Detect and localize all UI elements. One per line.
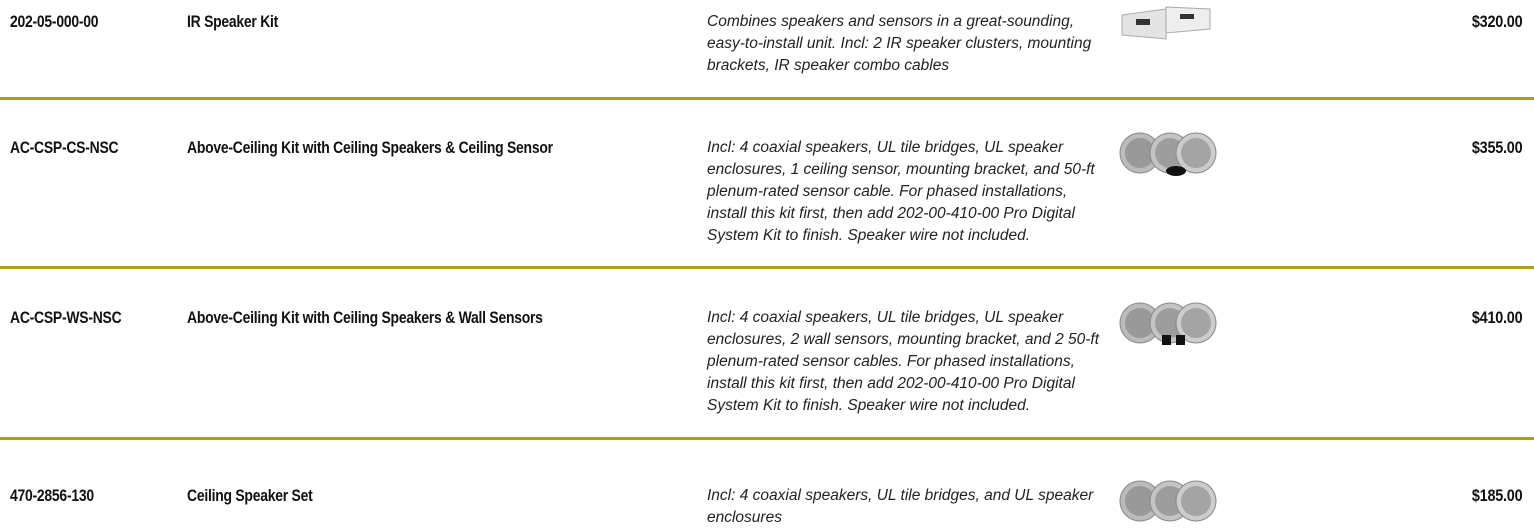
price: $410.00 (1471, 308, 1523, 327)
product-name: Ceiling Speaker Set (187, 486, 313, 505)
description: Incl: 4 coaxial speakers, UL tile bridge… (707, 309, 1100, 414)
row-divider (0, 266, 1534, 269)
price: $320.00 (1471, 12, 1523, 31)
description: Incl: 4 coaxial speakers, UL tile bridge… (707, 487, 1094, 526)
price: $185.00 (1471, 486, 1523, 505)
description: Incl: 4 coaxial speakers, UL tile bridge… (707, 139, 1095, 244)
sku: 202-05-000-00 (10, 12, 99, 31)
sku: AC-CSP-CS-NSC (10, 138, 119, 157)
price: $355.00 (1471, 138, 1523, 157)
product-name: IR Speaker Kit (187, 12, 279, 31)
product-image (1121, 6, 1211, 40)
product-image (1119, 480, 1217, 522)
row-divider (0, 97, 1534, 100)
sku: AC-CSP-WS-NSC (10, 308, 122, 327)
sku: 470-2856-130 (10, 486, 94, 505)
row-divider (0, 437, 1534, 440)
product-image (1119, 302, 1217, 345)
description: Combines speakers and sensors in a great… (707, 13, 1092, 74)
product-image (1119, 132, 1217, 176)
product-name: Above-Ceiling Kit with Ceiling Speakers … (187, 308, 543, 327)
product-name: Above-Ceiling Kit with Ceiling Speakers … (187, 138, 553, 157)
